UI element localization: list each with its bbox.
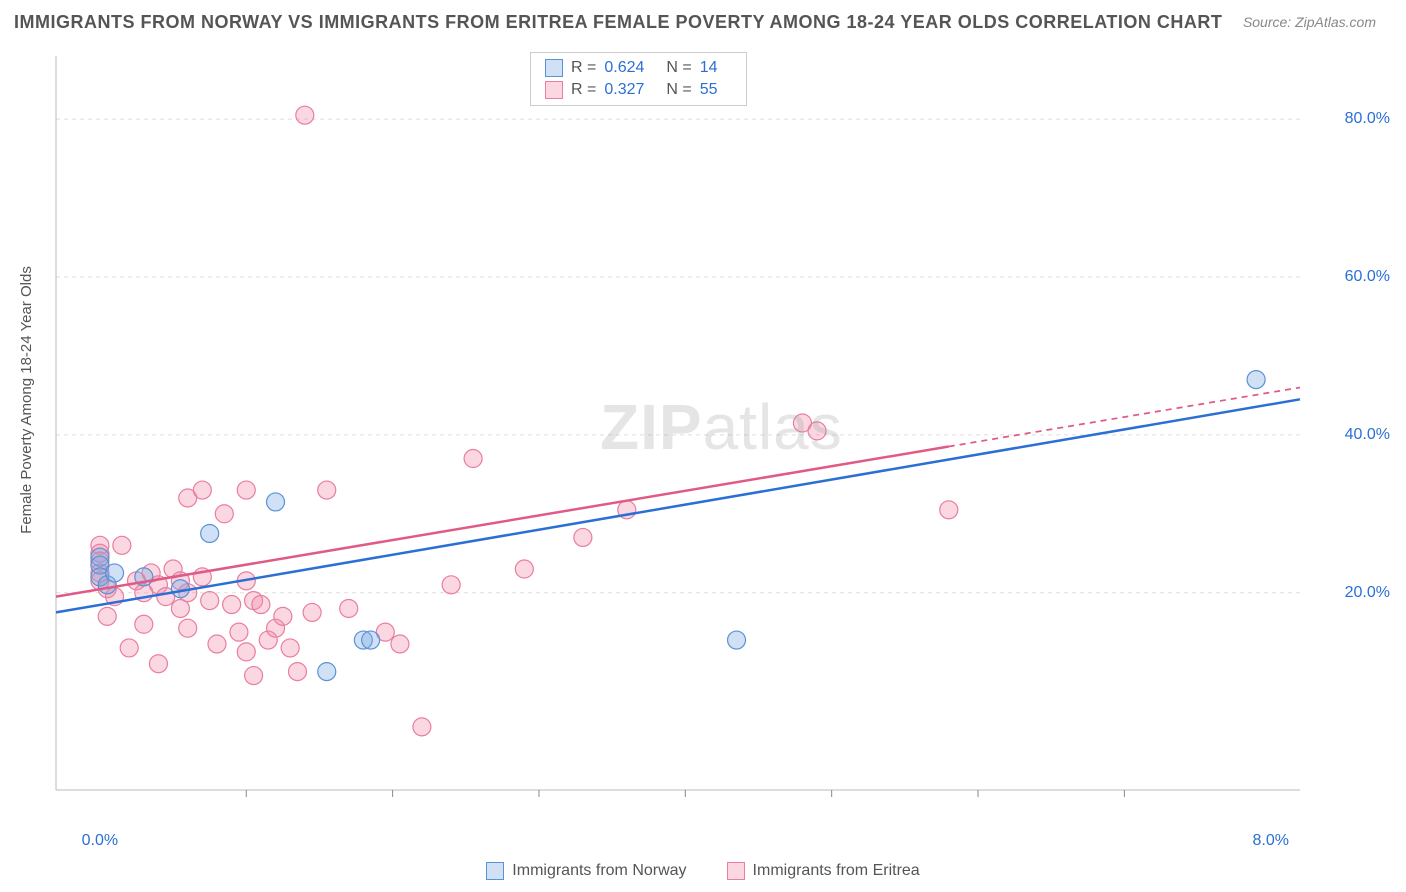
chart-title: IMMIGRANTS FROM NORWAY VS IMMIGRANTS FRO… [14,12,1222,33]
xtick-label: 8.0% [1252,832,1288,850]
watermark-rest: atlas [703,391,843,463]
series-legend: Immigrants from Norway Immigrants from E… [0,862,1406,880]
legend-swatch-norway [486,862,504,880]
chart-source: Source: ZipAtlas.com [1243,14,1376,30]
r-label: R = [571,57,596,79]
legend-swatch-eritrea [727,862,745,880]
watermark: ZIPatlas [600,390,843,464]
correlation-chart: IMMIGRANTS FROM NORWAY VS IMMIGRANTS FRO… [0,0,1406,892]
legend-label-norway: Immigrants from Norway [512,862,686,880]
n-value-norway: 14 [700,57,718,79]
swatch-norway [545,59,563,77]
legend-label-eritrea: Immigrants from Eritrea [753,862,920,880]
legend-item-norway: Immigrants from Norway [486,862,686,880]
n-label: N = [666,79,691,101]
y-axis-label: Female Poverty Among 18-24 Year Olds [18,250,35,550]
r-value-norway: 0.624 [604,57,644,79]
ytick-label: 40.0% [1345,426,1390,444]
watermark-bold: ZIP [600,391,703,463]
n-label: N = [666,57,691,79]
legend-item-eritrea: Immigrants from Eritrea [727,862,920,880]
stats-legend-box: R = 0.624 N = 14 R = 0.327 N = 55 [530,52,747,106]
ytick-label: 20.0% [1345,584,1390,602]
ytick-label: 60.0% [1345,268,1390,286]
r-label: R = [571,79,596,101]
stats-row-norway: R = 0.624 N = 14 [545,57,732,79]
r-value-eritrea: 0.327 [604,79,644,101]
stats-row-eritrea: R = 0.327 N = 55 [545,79,732,101]
swatch-eritrea [545,81,563,99]
ytick-label: 80.0% [1345,110,1390,128]
xtick-label: 0.0% [82,832,118,850]
n-value-eritrea: 55 [700,79,718,101]
